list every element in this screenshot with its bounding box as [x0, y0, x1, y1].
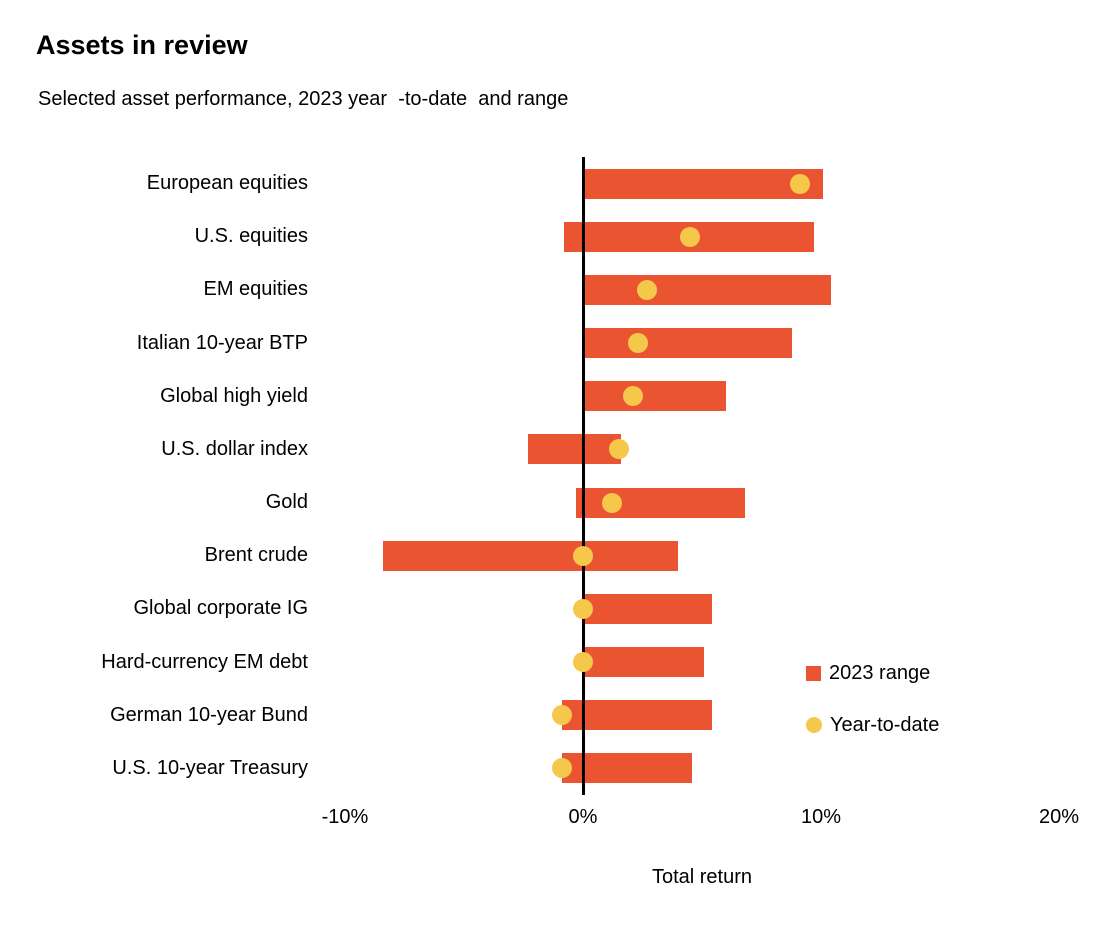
- ytd-dot: [608, 439, 629, 460]
- category-label: Italian 10-year BTP: [136, 331, 308, 354]
- x-tick-label: 20%: [1038, 806, 1080, 828]
- ytd-dot: [573, 545, 593, 566]
- range-bar: [585, 647, 705, 678]
- ytd-dot: [680, 226, 701, 247]
- legend-label-range: 2023 range: [829, 661, 931, 684]
- ytd-dot: [601, 492, 622, 513]
- ytd-dot: [789, 173, 810, 194]
- chart-subtitle: Selected asset performance, 2023 year -t…: [38, 88, 569, 110]
- x-tick-label: 0%: [568, 806, 598, 828]
- category-label: Global corporate IG: [133, 597, 308, 620]
- ytd-dot: [627, 333, 648, 354]
- range-bar: [561, 700, 712, 731]
- x-tick-label: 10%: [800, 806, 842, 828]
- category-label: U.S. 10-year Treasury: [112, 756, 308, 779]
- x-tick-label: -10%: [321, 806, 369, 828]
- category-label: U.S. dollar index: [161, 437, 308, 460]
- range-bar: [585, 593, 712, 624]
- ytd-dot: [551, 758, 572, 779]
- category-label: EM equities: [203, 278, 309, 301]
- plot-area: [345, 157, 1059, 795]
- range-bar: [585, 328, 793, 359]
- ytd-dot: [573, 652, 593, 673]
- category-label: U.S. equities: [194, 225, 308, 248]
- range-bar: [585, 168, 824, 199]
- ytd-dot: [573, 598, 593, 619]
- range-bar: [585, 381, 726, 412]
- category-label: Brent crude: [204, 544, 308, 567]
- x-axis-title: Total return: [651, 866, 753, 888]
- ytd-dot: [622, 386, 643, 407]
- category-label: Global high yield: [160, 384, 308, 407]
- zero-axis-line: [581, 157, 585, 795]
- legend-item-ytd: Year-to-date: [806, 710, 939, 740]
- category-label: European equities: [146, 172, 308, 195]
- category-label: German 10-year Bund: [110, 703, 308, 726]
- ytd-dot: [637, 279, 658, 300]
- chart-title: Assets in review: [36, 30, 248, 60]
- range-bar: [528, 434, 622, 465]
- category-label: Gold: [265, 491, 308, 514]
- ytd-swatch-icon: [806, 717, 822, 733]
- legend-label-ytd: Year-to-date: [830, 713, 940, 736]
- range-bar: [383, 540, 679, 571]
- range-swatch-icon: [806, 665, 821, 681]
- category-label: Hard-currency EM debt: [101, 650, 308, 673]
- range-bar: [585, 274, 831, 305]
- legend: 2023 range Year-to-date: [806, 658, 939, 762]
- ytd-dot: [551, 705, 572, 726]
- legend-item-range: 2023 range: [806, 658, 939, 688]
